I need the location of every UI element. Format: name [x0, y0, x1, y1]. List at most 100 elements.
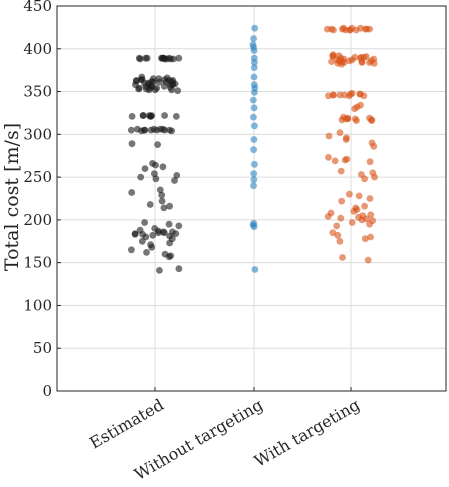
data-point [172, 230, 180, 238]
data-point [339, 254, 346, 261]
data-point [366, 158, 374, 166]
y-tick-label: 450 [23, 0, 52, 15]
data-point [337, 54, 345, 62]
y-axis-title: Total cost [m/s] [1, 123, 23, 271]
data-point [351, 105, 359, 113]
data-point [137, 173, 145, 181]
data-point [333, 222, 341, 230]
data-point [166, 239, 174, 247]
y-tick-label: 200 [23, 211, 52, 229]
data-point [367, 233, 374, 241]
y-tick-labels: 0 50 100 150 200 250 300 350 400 450 [23, 0, 52, 400]
data-point [370, 55, 378, 63]
data-point [348, 56, 356, 64]
data-point [358, 216, 366, 224]
data-point [348, 219, 356, 226]
y-tick-label: 300 [23, 125, 52, 143]
data-point [337, 167, 345, 175]
axis-ticks [57, 5, 352, 392]
data-point [141, 165, 149, 173]
data-point [342, 136, 350, 143]
data-point [366, 114, 373, 122]
data-point [341, 156, 349, 164]
data-point [338, 197, 346, 205]
data-point [168, 86, 176, 94]
data-point [328, 25, 335, 33]
data-point [370, 142, 378, 150]
data-point [141, 219, 149, 226]
data-point [151, 170, 158, 178]
data-point [160, 83, 168, 90]
data-point [166, 81, 174, 89]
data-point [342, 115, 350, 123]
data-point [138, 127, 145, 135]
data-point [366, 220, 373, 228]
data-point [175, 222, 183, 230]
data-point [251, 122, 258, 130]
data-point [251, 89, 258, 96]
data-point [159, 163, 167, 171]
y-tick-label: 50 [33, 339, 52, 357]
data-point [127, 126, 135, 134]
data-point [334, 231, 342, 239]
data-point [154, 141, 162, 149]
data-point [250, 182, 257, 190]
data-point [160, 204, 168, 212]
data-point [128, 189, 136, 196]
data-point [149, 231, 157, 239]
data-point [329, 91, 337, 99]
plot-frame [56, 5, 447, 392]
data-point [358, 58, 366, 65]
y-tick-label: 150 [23, 254, 52, 272]
data-point [361, 175, 368, 183]
data-point [152, 161, 159, 169]
data-point [250, 73, 258, 81]
data-point [127, 246, 135, 254]
data-point [132, 81, 139, 89]
data-point [153, 84, 161, 92]
data-point [143, 249, 150, 256]
data-point [350, 207, 358, 215]
data-point [148, 112, 156, 119]
data-point [337, 214, 345, 222]
data-point [324, 213, 332, 220]
y-tick-label: 250 [23, 168, 52, 186]
data-point [361, 202, 368, 210]
data-point [251, 160, 258, 168]
data-point [128, 140, 136, 148]
data-point [250, 47, 258, 54]
data-point [371, 173, 378, 181]
data-point [168, 127, 176, 135]
data-point [172, 113, 180, 120]
data-point [366, 195, 374, 202]
x-category-label: With targeting [251, 395, 363, 471]
data-point [367, 211, 375, 219]
data-point [360, 92, 368, 100]
data-point [138, 73, 146, 81]
data-point [136, 55, 144, 63]
data-point [155, 229, 162, 237]
data-point [331, 157, 339, 165]
data-point [165, 253, 173, 261]
y-tick-label: 400 [23, 40, 52, 58]
data-point [146, 84, 154, 92]
data-point [250, 136, 258, 143]
data-point [165, 220, 173, 228]
data-point [251, 24, 259, 32]
data-point [160, 229, 168, 237]
data-point [138, 237, 146, 245]
data-point [250, 35, 257, 42]
data-point [362, 53, 370, 60]
data-point [342, 26, 350, 34]
data-point [161, 126, 169, 134]
data-point [352, 26, 360, 34]
data-point [249, 96, 257, 104]
y-tick-label: 0 [42, 382, 52, 400]
data-point [250, 176, 258, 184]
data-point [336, 129, 344, 137]
data-point [250, 113, 257, 121]
data-point [139, 112, 147, 119]
data-point [353, 117, 360, 124]
data-point [131, 231, 139, 238]
